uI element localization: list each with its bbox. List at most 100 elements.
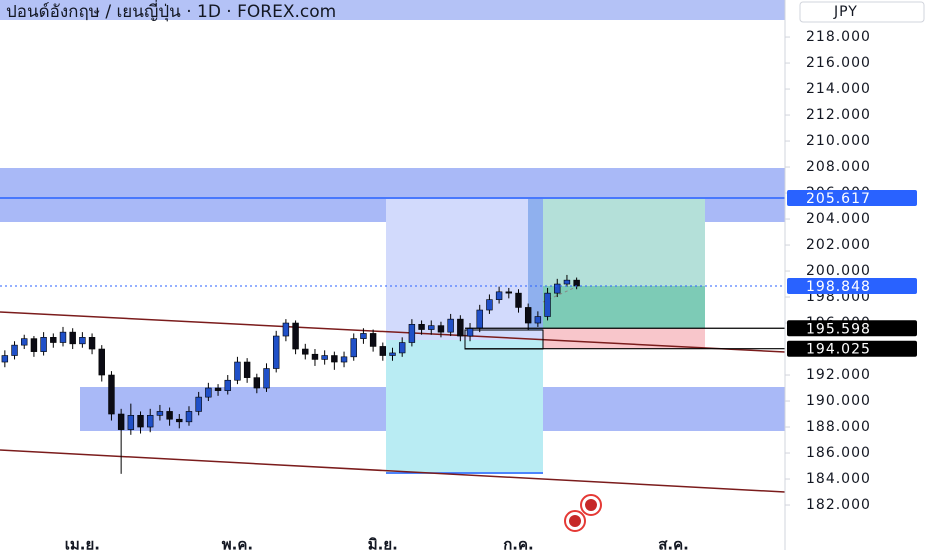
target-zone (543, 199, 705, 286)
candle-body (147, 415, 154, 428)
candle-body (379, 346, 387, 356)
candle-body (282, 322, 290, 337)
candle-body (302, 348, 309, 355)
candle-body (505, 291, 513, 294)
candle-body (263, 368, 270, 389)
candle-body (127, 415, 135, 430)
candle-body (50, 337, 57, 343)
candle-body (195, 396, 202, 412)
y-tick-label: 184.000 (806, 471, 871, 487)
candle-body (108, 374, 115, 415)
y-tick-label: 200.000 (806, 263, 871, 279)
candle-body (486, 299, 493, 311)
candle-body (253, 377, 261, 389)
price-label-box (787, 278, 917, 295)
candle-body (243, 361, 251, 378)
candle-body (524, 307, 532, 324)
x-tick-label: ก.ค. (503, 536, 534, 550)
x-tick-label: เม.ย. (65, 536, 100, 550)
chart-title: ปอนด์อังกฤษ / เยนญี่ปุ่น · 1D · FOREX.co… (6, 0, 336, 22)
x-tick-label: มิ.ย. (368, 536, 398, 550)
candle-body (573, 279, 580, 287)
trend-line-lower (0, 449, 786, 493)
candle-body (398, 342, 406, 354)
y-tick-label: 190.000 (806, 393, 871, 409)
candle-body (176, 418, 183, 423)
candle-body (214, 387, 222, 391)
y-tick-label: 216.000 (806, 55, 871, 71)
currency: JPY (833, 4, 858, 20)
candle-body (272, 335, 280, 369)
flag-icon-inner (569, 515, 581, 527)
candle-body (292, 322, 299, 350)
candle-body (350, 338, 357, 358)
price-label-box (787, 340, 917, 357)
candle-body (40, 337, 47, 352)
candle-body (466, 327, 474, 337)
y-tick-label: 204.000 (806, 211, 871, 227)
top-band (0, 0, 785, 20)
candle-body (185, 411, 193, 423)
candle-body (79, 337, 86, 345)
candle-body (554, 283, 561, 294)
flag-icon-inner (585, 499, 597, 511)
y-tick-label: 214.000 (806, 81, 871, 97)
candle-body (117, 413, 125, 430)
candle-body (389, 352, 396, 356)
candle-body (369, 333, 377, 347)
candle-body (1, 355, 9, 363)
candle-body (224, 379, 231, 391)
candle-body (447, 318, 454, 333)
price-label: 194.025 (806, 342, 871, 358)
price-label: 198.848 (806, 279, 871, 295)
candle-body (156, 411, 164, 416)
candle-body (428, 325, 435, 330)
candle-body (437, 325, 445, 333)
range-overlap (528, 199, 543, 330)
candle-body (563, 279, 571, 285)
y-tick-label: 210.000 (806, 133, 871, 149)
candle-body (21, 338, 28, 346)
trend-line-upper (0, 311, 786, 353)
candle-body (98, 348, 105, 376)
price-label-box (787, 320, 917, 337)
price-label-box (787, 190, 917, 207)
candle-body (205, 387, 212, 398)
range-box (386, 199, 543, 340)
range-box-lower (386, 340, 543, 474)
price-axis: 182.000 184.000 186.000 188.000 190.000 192.0… (65, 29, 917, 550)
candle-body (166, 411, 173, 420)
y-tick-label: 208.000 (806, 159, 871, 175)
candle-body (321, 355, 328, 360)
y-tick-label: 186.000 (806, 445, 871, 461)
candle-body (340, 356, 348, 363)
candle-body (88, 337, 96, 350)
y-tick-label: 188.000 (806, 419, 871, 435)
stop-zone (543, 328, 705, 349)
candle-body (234, 361, 241, 381)
candle-body (534, 316, 542, 324)
y-tick-label: 202.000 (806, 237, 871, 253)
candle-body (331, 355, 338, 363)
y-tick-label: 212.000 (806, 107, 871, 123)
event-icons (564, 494, 602, 532)
x-tick-label: พ.ค. (222, 536, 253, 550)
candle-body (11, 344, 18, 356)
candle-body (495, 291, 503, 300)
candle-body (476, 309, 483, 329)
x-tick-label: ส.ค. (658, 536, 689, 550)
currency-box (799, 1, 925, 23)
candle-body (418, 324, 425, 330)
y-tick-label: 218.000 (806, 29, 871, 45)
candle-body (515, 292, 522, 308)
candle-body (137, 415, 144, 428)
candle-body (457, 318, 464, 337)
candle-body (69, 331, 76, 345)
candle-body (59, 331, 67, 343)
y-tick-label: 192.000 (806, 367, 871, 383)
price-label: 195.598 (806, 321, 871, 337)
candle-body (544, 292, 551, 317)
profit-zone (543, 286, 705, 328)
